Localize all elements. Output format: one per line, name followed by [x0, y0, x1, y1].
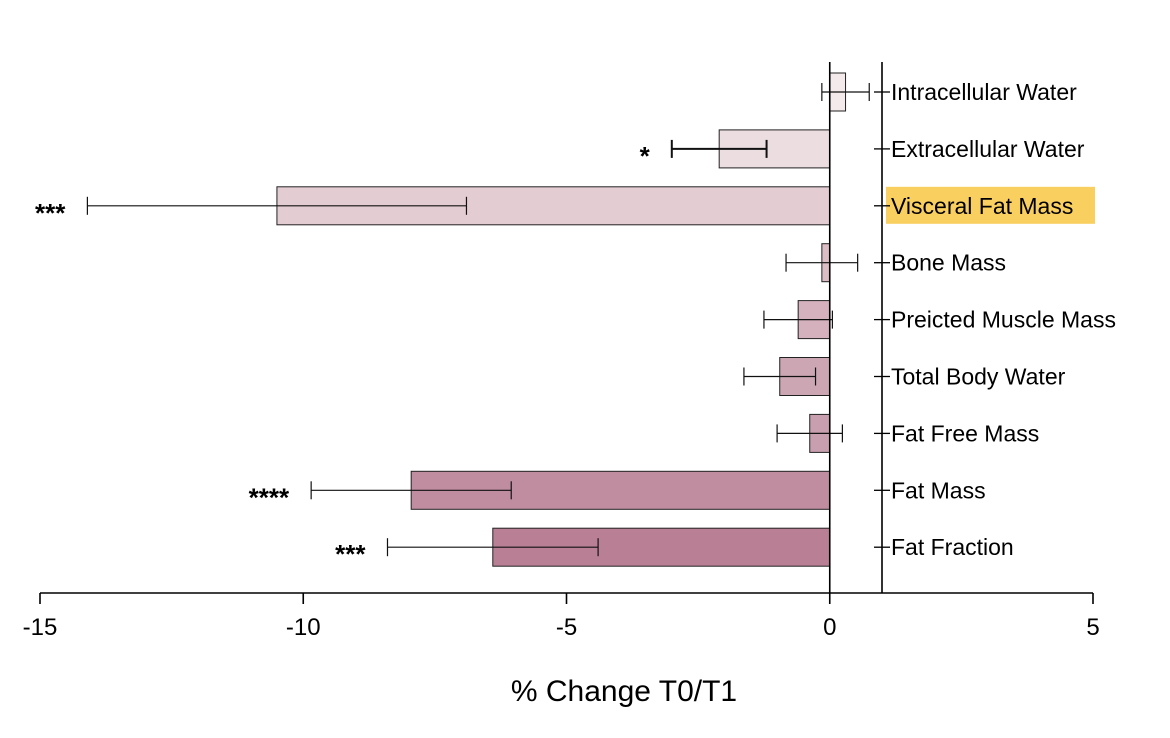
label-highlights: [886, 186, 1095, 224]
category-label: Total Body Water: [891, 364, 1066, 390]
x-tick-label: -10: [286, 614, 321, 641]
category-label: Intracellular Water: [891, 79, 1077, 105]
category-label: Fat Fraction: [891, 534, 1014, 560]
label-highlight: [886, 186, 1095, 224]
significance-marker: ****: [249, 482, 290, 512]
x-tick-label: -5: [556, 614, 577, 641]
category-label: Visceral Fat Mass: [891, 193, 1073, 219]
significance-markers: ***********: [35, 141, 651, 569]
category-label: Bone Mass: [891, 250, 1006, 276]
category-label: Fat Free Mass: [891, 420, 1039, 446]
category-label: Preicted Muscle Mass: [891, 307, 1116, 333]
bars-group: [276, 72, 847, 567]
x-axis-title: % Change T0/T1: [511, 675, 737, 708]
axes: -15 -10 -5 0 5: [23, 62, 1100, 641]
x-tick-label: 0: [823, 614, 836, 641]
category-label: Fat Mass: [891, 477, 986, 503]
significance-marker: *: [640, 141, 651, 171]
significance-marker: ***: [335, 539, 366, 569]
error-bars-group: [86, 83, 870, 557]
category-labels: Intracellular Water Extracellular Water Vi…: [891, 79, 1116, 560]
x-tick-label: -15: [23, 614, 58, 641]
category-label: Extracellular Water: [891, 136, 1085, 162]
significance-marker: ***: [35, 198, 66, 228]
x-tick-label: 5: [1086, 614, 1099, 641]
